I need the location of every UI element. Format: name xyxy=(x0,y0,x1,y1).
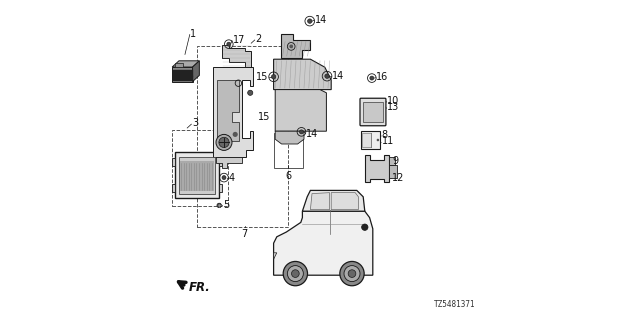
Circle shape xyxy=(307,19,312,23)
FancyBboxPatch shape xyxy=(172,67,193,82)
Text: 9: 9 xyxy=(392,156,398,166)
Text: 2: 2 xyxy=(255,34,262,44)
Text: 4: 4 xyxy=(229,172,235,183)
Text: 14: 14 xyxy=(332,71,344,81)
FancyBboxPatch shape xyxy=(219,184,222,192)
FancyBboxPatch shape xyxy=(360,98,386,126)
Circle shape xyxy=(340,261,364,286)
Text: 12: 12 xyxy=(392,172,404,183)
Text: 14: 14 xyxy=(315,15,327,25)
Text: 17: 17 xyxy=(233,35,245,45)
Polygon shape xyxy=(274,59,332,90)
Polygon shape xyxy=(275,131,304,144)
Circle shape xyxy=(222,176,226,180)
Polygon shape xyxy=(275,90,326,131)
Text: 16: 16 xyxy=(376,72,388,83)
Polygon shape xyxy=(310,193,330,210)
FancyBboxPatch shape xyxy=(175,63,184,67)
Circle shape xyxy=(287,266,303,282)
Text: 3: 3 xyxy=(192,118,198,128)
FancyBboxPatch shape xyxy=(388,157,396,165)
FancyBboxPatch shape xyxy=(172,158,175,166)
Text: 14: 14 xyxy=(307,129,319,139)
FancyBboxPatch shape xyxy=(175,152,219,198)
FancyBboxPatch shape xyxy=(361,131,380,149)
Polygon shape xyxy=(365,155,388,182)
Circle shape xyxy=(289,44,293,48)
Circle shape xyxy=(227,42,231,46)
Text: 10: 10 xyxy=(387,96,399,106)
Text: 13: 13 xyxy=(387,102,399,112)
Polygon shape xyxy=(274,211,372,275)
Polygon shape xyxy=(274,253,277,259)
Polygon shape xyxy=(193,61,200,82)
Circle shape xyxy=(377,139,379,141)
FancyBboxPatch shape xyxy=(388,165,397,178)
Polygon shape xyxy=(216,157,242,168)
Circle shape xyxy=(219,137,229,148)
Polygon shape xyxy=(172,61,200,67)
Text: TZ5481371: TZ5481371 xyxy=(433,300,475,309)
Text: 15: 15 xyxy=(258,112,270,122)
Text: 15: 15 xyxy=(257,72,269,82)
Text: FR.: FR. xyxy=(189,281,211,293)
Circle shape xyxy=(216,134,232,150)
Circle shape xyxy=(292,270,300,277)
FancyBboxPatch shape xyxy=(219,158,222,166)
Circle shape xyxy=(300,130,303,134)
Polygon shape xyxy=(212,67,253,157)
Polygon shape xyxy=(223,45,251,67)
Circle shape xyxy=(348,270,356,277)
Circle shape xyxy=(370,76,374,80)
Polygon shape xyxy=(302,190,365,211)
FancyBboxPatch shape xyxy=(363,102,383,122)
Polygon shape xyxy=(217,80,239,141)
FancyBboxPatch shape xyxy=(180,161,214,191)
Circle shape xyxy=(344,266,360,282)
FancyBboxPatch shape xyxy=(362,133,371,147)
Text: 7: 7 xyxy=(242,229,248,239)
Polygon shape xyxy=(332,193,358,210)
Circle shape xyxy=(283,261,308,286)
FancyBboxPatch shape xyxy=(172,184,175,192)
Circle shape xyxy=(324,74,330,78)
Circle shape xyxy=(248,90,253,95)
Polygon shape xyxy=(281,34,310,58)
Circle shape xyxy=(362,224,368,230)
Text: 8: 8 xyxy=(381,130,388,140)
Text: 1: 1 xyxy=(191,28,196,39)
Circle shape xyxy=(217,203,221,208)
Circle shape xyxy=(271,75,276,79)
Circle shape xyxy=(233,132,238,137)
FancyBboxPatch shape xyxy=(179,157,215,194)
Text: 11: 11 xyxy=(381,136,394,147)
Text: 5: 5 xyxy=(223,200,229,211)
Text: 6: 6 xyxy=(285,171,291,181)
